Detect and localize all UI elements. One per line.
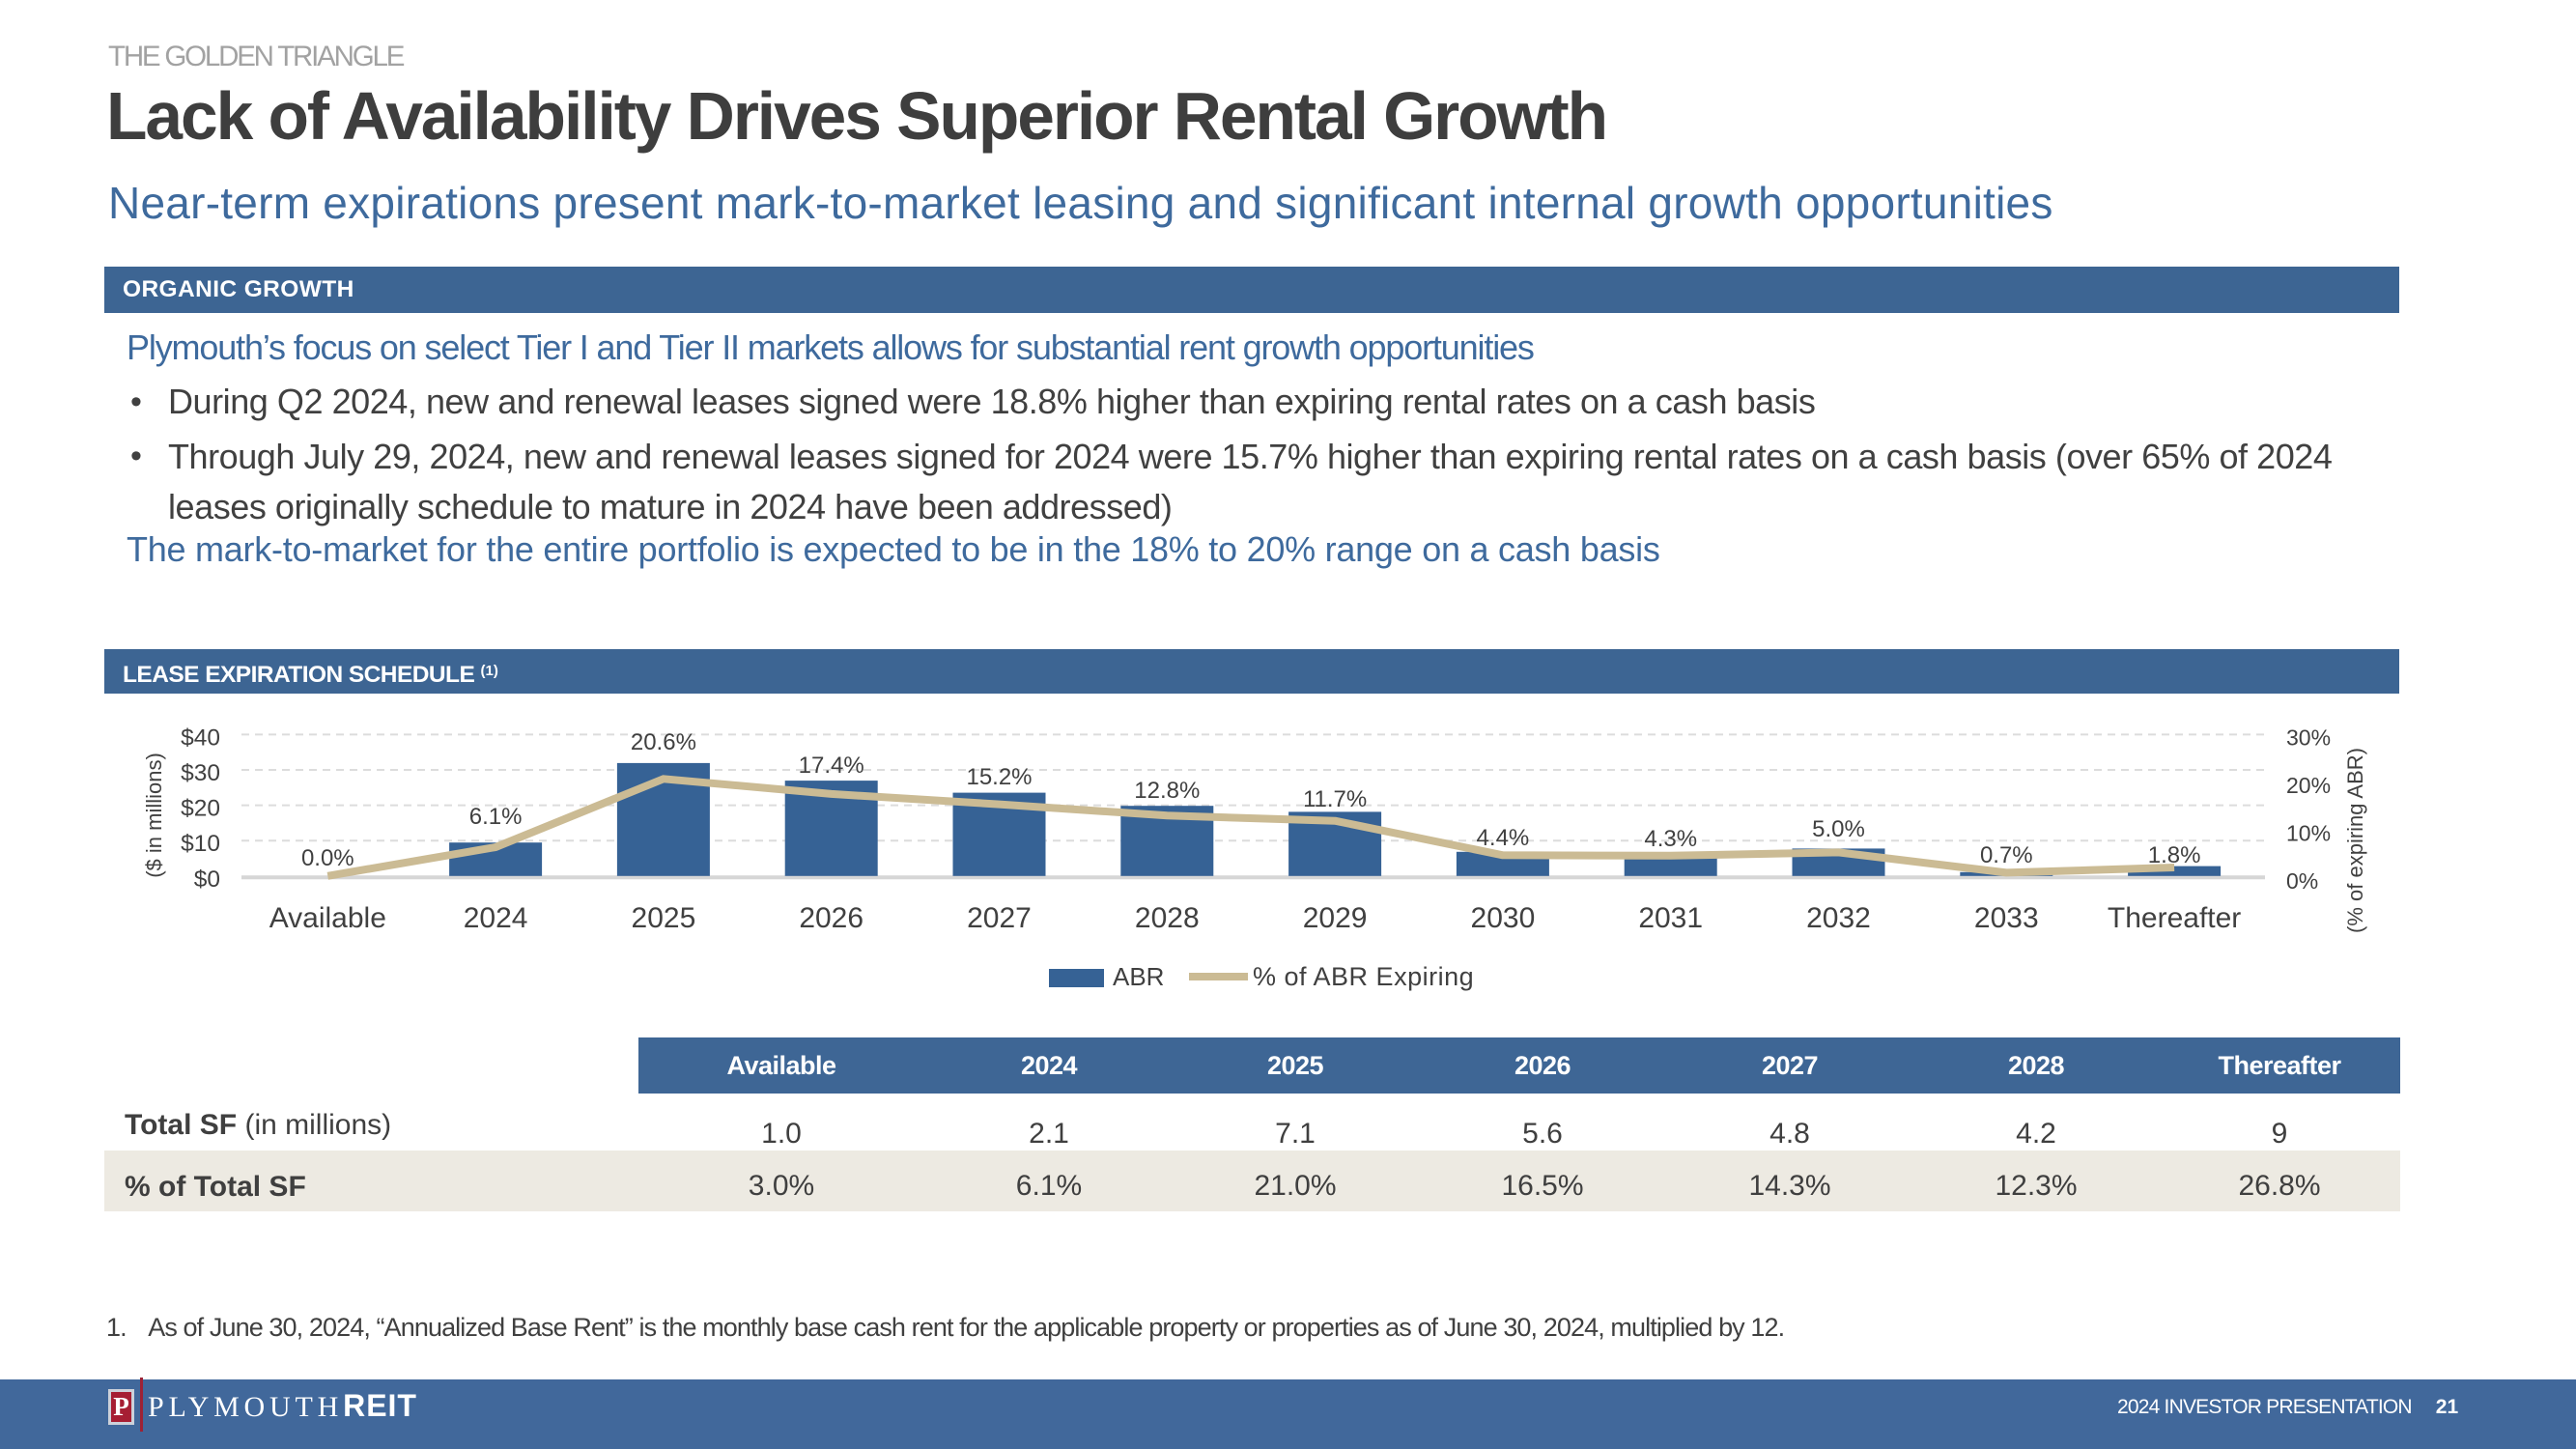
svg-text:2025: 2025 (632, 902, 696, 934)
svg-text:2030: 2030 (1471, 902, 1536, 934)
svg-text:$20: $20 (181, 796, 220, 822)
svg-text:1.8%: 1.8% (2148, 842, 2201, 868)
svg-text:2028: 2028 (1135, 902, 1200, 934)
svg-text:17.4%: 17.4% (799, 753, 864, 779)
svg-text:2033: 2033 (1974, 902, 2039, 934)
svg-text:$10: $10 (181, 831, 220, 857)
svg-text:0.7%: 0.7% (1980, 842, 2033, 868)
svg-text:Thereafter: Thereafter (2108, 902, 2241, 934)
svg-text:15.2%: 15.2% (966, 764, 1032, 790)
svg-text:2031: 2031 (1638, 902, 1703, 934)
svg-text:% of ABR Expiring: % of ABR Expiring (1253, 962, 1474, 991)
svg-text:20.6%: 20.6% (631, 729, 696, 755)
svg-text:2024: 2024 (464, 902, 528, 934)
svg-text:0%: 0% (2286, 868, 2318, 894)
svg-text:$0: $0 (194, 867, 220, 893)
svg-text:2029: 2029 (1303, 902, 1368, 934)
svg-text:12.8%: 12.8% (1134, 778, 1200, 804)
svg-text:10%: 10% (2286, 821, 2331, 846)
svg-text:($ in millions): ($ in millions) (142, 753, 166, 878)
svg-text:2027: 2027 (967, 902, 1032, 934)
svg-text:30%: 30% (2286, 724, 2331, 750)
svg-text:5.0%: 5.0% (1812, 816, 1865, 842)
svg-text:(% of expiring ABR): (% of expiring ABR) (2343, 748, 2367, 933)
svg-text:$30: $30 (181, 760, 220, 786)
svg-text:2026: 2026 (799, 902, 863, 934)
svg-text:4.3%: 4.3% (1644, 826, 1697, 852)
svg-text:2032: 2032 (1806, 902, 1871, 934)
svg-text:11.7%: 11.7% (1303, 786, 1367, 812)
svg-text:$40: $40 (181, 724, 220, 751)
svg-text:ABR: ABR (1113, 962, 1164, 991)
svg-text:Available: Available (269, 902, 386, 934)
svg-text:0.0%: 0.0% (301, 845, 354, 871)
svg-text:6.1%: 6.1% (469, 804, 523, 830)
svg-text:20%: 20% (2286, 773, 2331, 798)
svg-text:4.4%: 4.4% (1477, 825, 1530, 851)
